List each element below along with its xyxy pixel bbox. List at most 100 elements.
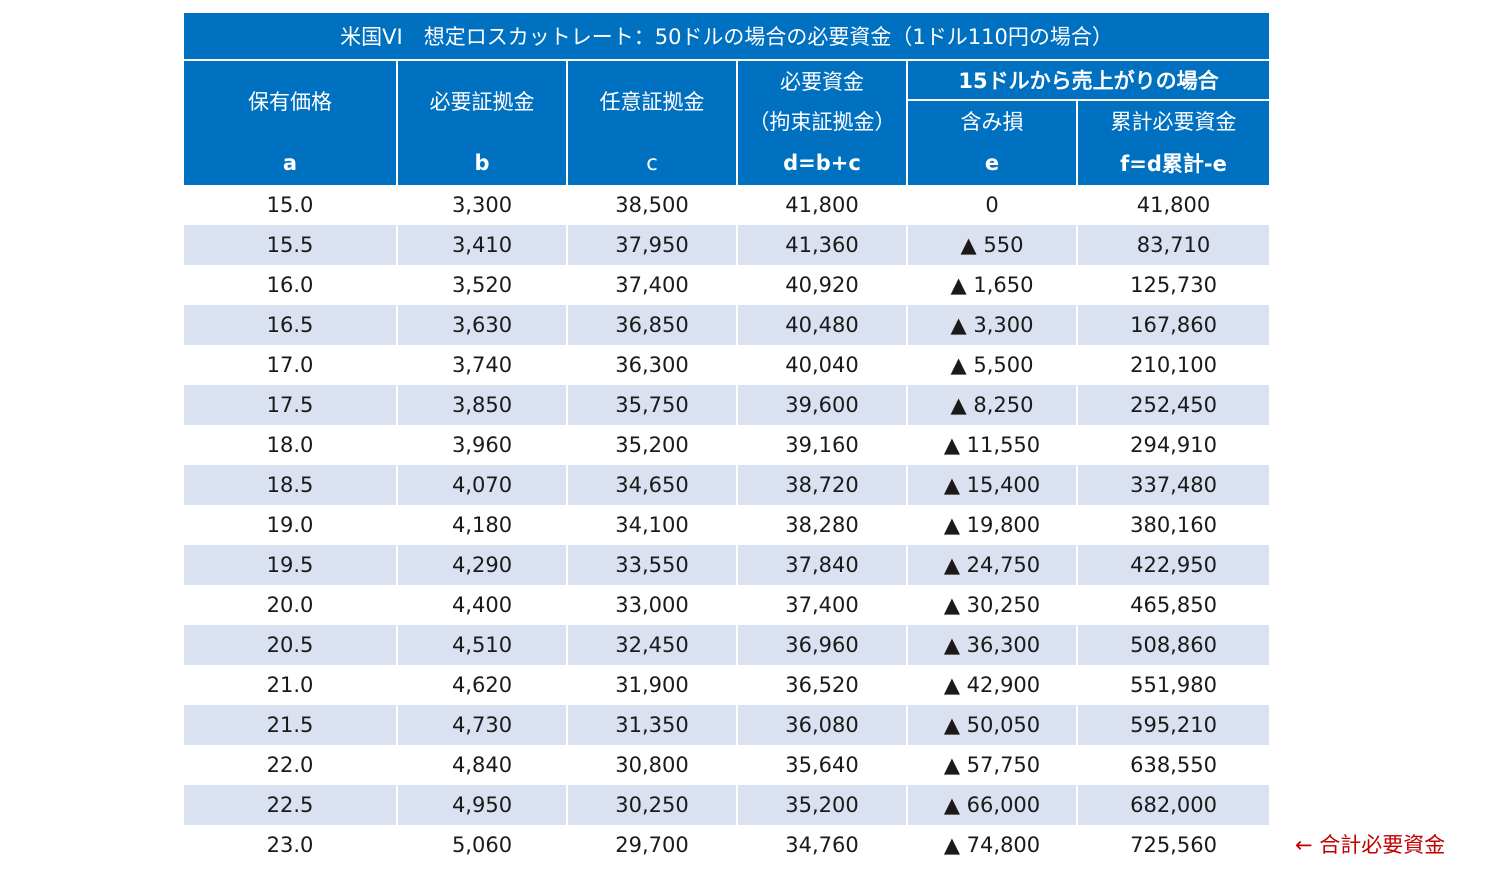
header-required-funds-sub: （拘束証拠金） xyxy=(736,100,907,141)
header-code-d: d=b+c xyxy=(736,141,907,185)
cell-holding-price: 20.5 xyxy=(184,625,397,665)
cell-required-funds: 41,800 xyxy=(736,185,907,225)
table-row: 19.0 4,180 34,100 38,280 ▲ 19,800 380,160 xyxy=(184,505,1270,545)
required-funds-table: 米国VI 想定ロスカットレート：50ドルの場合の必要資金（1ドル110円の場合）… xyxy=(184,13,1270,865)
table-row: 15.0 3,300 38,500 41,800 0 41,800 xyxy=(184,185,1270,225)
cell-required-funds: 35,640 xyxy=(736,745,907,785)
table-row: 18.5 4,070 34,650 38,720 ▲ 15,400 337,480 xyxy=(184,465,1270,505)
cell-required-funds: 34,760 xyxy=(736,825,907,865)
cell-cumulative-funds: 41,800 xyxy=(1075,185,1270,225)
cell-required-funds: 35,200 xyxy=(736,785,907,825)
cell-unrealized-loss: ▲ 8,250 xyxy=(906,385,1077,425)
cell-optional-margin: 37,400 xyxy=(566,265,737,305)
cell-required-funds: 36,080 xyxy=(736,705,907,745)
cell-holding-price: 19.5 xyxy=(184,545,397,585)
cell-holding-price: 17.5 xyxy=(184,385,397,425)
cell-cumulative-funds: 725,560 xyxy=(1075,825,1270,865)
cell-required-margin: 4,620 xyxy=(396,665,567,705)
cell-optional-margin: 30,250 xyxy=(566,785,737,825)
cell-holding-price: 15.0 xyxy=(266,193,314,217)
cell-cumulative-funds: 83,710 xyxy=(1075,225,1270,265)
cell-required-margin: 4,070 xyxy=(396,465,567,505)
header-code-b: b xyxy=(396,141,567,185)
table-row: 20.5 4,510 32,450 36,960 ▲ 36,300 508,860 xyxy=(184,625,1270,665)
cell-cumulative-funds: 422,950 xyxy=(1075,545,1270,585)
cell-unrealized-loss: ▲ 3,300 xyxy=(906,305,1077,345)
cell-optional-margin: 32,450 xyxy=(566,625,737,665)
cell-unrealized-loss: ▲ 36,300 xyxy=(906,625,1077,665)
cell-optional-margin: 37,950 xyxy=(566,225,737,265)
cell-cumulative-funds: 551,980 xyxy=(1075,665,1270,705)
cell-required-funds: 40,040 xyxy=(736,345,907,385)
cell-cumulative-funds: 595,210 xyxy=(1075,705,1270,745)
header-code-c: c xyxy=(566,141,737,185)
header-optional-margin: 任意証拠金 xyxy=(566,60,737,141)
header-unrealized-loss: 含み損 xyxy=(906,100,1077,141)
cell-cumulative-funds: 337,480 xyxy=(1075,465,1270,505)
table-title: 米国VI 想定ロスカットレート：50ドルの場合の必要資金（1ドル110円の場合） xyxy=(184,13,1270,61)
cell-optional-margin: 35,200 xyxy=(566,425,737,465)
header-code-f: f=d累計-e xyxy=(1075,141,1270,185)
header-group-from-15: 15ドルから売上がりの場合 xyxy=(905,60,1270,101)
cell-required-funds: 38,720 xyxy=(736,465,907,505)
cell-optional-margin: 29,700 xyxy=(566,825,737,865)
cell-required-margin: 4,400 xyxy=(396,585,567,625)
cell-required-margin: 3,740 xyxy=(396,345,567,385)
table-body: 15.0 3,300 38,500 41,800 0 41,800 15.5 3,410 37,… xyxy=(184,185,1270,865)
cell-required-margin: 4,840 xyxy=(396,745,567,785)
cell-required-margin: 5,060 xyxy=(396,825,567,865)
cell-required-funds: 39,600 xyxy=(736,385,907,425)
cell-cumulative-funds: 210,100 xyxy=(1075,345,1270,385)
table-row: 23.0 5,060 29,700 34,760 ▲ 74,800 725,560 xyxy=(184,825,1270,865)
cell-optional-margin: 34,650 xyxy=(566,465,737,505)
table-row: 16.0 3,520 37,400 40,920 ▲ 1,650 125,730 xyxy=(184,265,1270,305)
cell-required-funds: 41,360 xyxy=(736,225,907,265)
cell-cumulative-funds: 682,000 xyxy=(1075,785,1270,825)
cell-optional-margin: 33,550 xyxy=(566,545,737,585)
header-holding-price: 保有価格 xyxy=(184,60,397,141)
cell-holding-price: 15.5 xyxy=(184,225,397,265)
cell-unrealized-loss: ▲ 24,750 xyxy=(906,545,1077,585)
cell-unrealized-loss: 0 xyxy=(906,185,1077,225)
table-row: 18.0 3,960 35,200 39,160 ▲ 11,550 294,910 xyxy=(184,425,1270,465)
cell-cumulative-funds: 294,910 xyxy=(1075,425,1270,465)
cell-holding-price: 16.5 xyxy=(184,305,397,345)
table-row: 17.0 3,740 36,300 40,040 ▲ 5,500 210,100 xyxy=(184,345,1270,385)
cell-required-funds: 40,480 xyxy=(736,305,907,345)
cell-required-funds: 40,920 xyxy=(736,265,907,305)
cell-unrealized-loss: ▲ 19,800 xyxy=(906,505,1077,545)
cell-cumulative-funds: 252,450 xyxy=(1075,385,1270,425)
cell-required-funds: 37,840 xyxy=(736,545,907,585)
cell-unrealized-loss: ▲ 50,050 xyxy=(906,705,1077,745)
cell-unrealized-loss: ▲ 74,800 xyxy=(906,825,1077,865)
cell-required-funds: 36,960 xyxy=(736,625,907,665)
cell-optional-margin: 33,000 xyxy=(566,585,737,625)
cell-cumulative-funds: 465,850 xyxy=(1075,585,1270,625)
cell-unrealized-loss: ▲ 30,250 xyxy=(906,585,1077,625)
cell-optional-margin: 35,750 xyxy=(566,385,737,425)
cell-required-funds: 38,280 xyxy=(736,505,907,545)
cell-optional-margin: 34,100 xyxy=(566,505,737,545)
cell-required-funds: 37,400 xyxy=(736,585,907,625)
total-required-funds-note: ← 合計必要資金 xyxy=(1295,833,1446,857)
cell-required-margin: 4,290 xyxy=(396,545,567,585)
table-row: 21.0 4,620 31,900 36,520 ▲ 42,900 551,980 xyxy=(184,665,1270,705)
table-row: 16.5 3,630 36,850 40,480 ▲ 3,300 167,860 xyxy=(184,305,1270,345)
cell-holding-price: 22.5 xyxy=(184,785,397,825)
cell-required-margin: 3,300 xyxy=(396,185,567,225)
header-cumulative-funds: 累計必要資金 xyxy=(1075,100,1270,141)
cell-required-margin: 4,950 xyxy=(396,785,567,825)
cell-cumulative-funds: 638,550 xyxy=(1075,745,1270,785)
table-row: 22.5 4,950 30,250 35,200 ▲ 66,000 682,000 xyxy=(184,785,1270,825)
header-required-funds: 必要資金 xyxy=(736,60,907,100)
cell-cumulative-funds: 380,160 xyxy=(1075,505,1270,545)
cell-unrealized-loss: ▲ 66,000 xyxy=(906,785,1077,825)
cell-optional-margin: 30,800 xyxy=(566,745,737,785)
cell-unrealized-loss: ▲ 42,900 xyxy=(906,665,1077,705)
table-row: 17.5 3,850 35,750 39,600 ▲ 8,250 252,450 xyxy=(184,385,1270,425)
cell-cumulative-funds: 167,860 xyxy=(1075,305,1270,345)
cell-optional-margin: 31,350 xyxy=(566,705,737,745)
cell-required-margin: 3,960 xyxy=(396,425,567,465)
cell-required-margin: 3,410 xyxy=(396,225,567,265)
cell-unrealized-loss: ▲ 550 xyxy=(906,225,1077,265)
